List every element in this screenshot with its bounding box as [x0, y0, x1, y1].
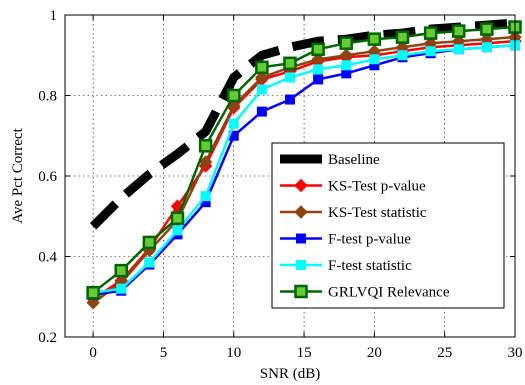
data-point-f-test-statistic [116, 283, 127, 294]
data-point-f-test-p-value [313, 74, 324, 85]
data-point-grlvqi-relevance [452, 24, 466, 38]
data-point-grlvqi-relevance [367, 32, 382, 46]
x-tick-label: 30 [508, 345, 523, 361]
series-line-f-test-statistic [92, 43, 516, 294]
x-tick-label: 10 [226, 345, 241, 361]
series-line-grlvqi-relevance [92, 25, 516, 294]
data-point-f-test-statistic [172, 225, 183, 236]
data-point-f-test-statistic [369, 54, 380, 65]
data-point-ks-test-statistic [255, 70, 269, 85]
series-baseline [89, 18, 516, 230]
data-point-f-test-statistic [481, 42, 492, 53]
data-point-ks-test-p-value [294, 178, 308, 193]
data-point-f-test-statistic [397, 50, 408, 61]
series-line-ks-test-statistic [92, 35, 516, 304]
data-point-grlvqi-relevance [198, 139, 213, 153]
legend-label-grlvqi-relevance: GRLVQI Relevance [328, 285, 450, 301]
legend-label-f-test-statistic: F-test statistic [328, 258, 412, 274]
data-point-ks-test-statistic [86, 296, 100, 310]
legend-box [271, 142, 505, 309]
legend-label-ks-test-p-value: KS-Test p-value [328, 179, 426, 195]
legend-entry-ks-test-statistic: KS-Test statistic [280, 205, 427, 221]
data-point-grlvqi-relevance [395, 30, 410, 44]
data-point-ks-test-statistic [294, 205, 308, 219]
x-tick-label: 0 [89, 345, 97, 361]
legend-entry-baseline: Baseline [280, 152, 380, 168]
y-tick-label: 0.6 [38, 169, 57, 185]
data-point-f-test-statistic [285, 72, 295, 83]
data-point-grlvqi-relevance [339, 36, 353, 50]
data-point-f-test-p-value [256, 106, 267, 117]
data-point-f-test-statistic [313, 64, 324, 75]
x-axis-label: SNR (dB) [260, 366, 320, 382]
data-point-f-test-p-value [296, 233, 306, 244]
legend-entry-grlvqi-relevance: GRLVQI Relevance [280, 285, 450, 301]
data-point-f-test-p-value [285, 94, 295, 105]
data-point-grlvqi-relevance [170, 211, 185, 226]
data-point-grlvqi-relevance [255, 60, 269, 75]
data-point-f-test-statistic [453, 44, 464, 55]
data-point-grlvqi-relevance [423, 26, 438, 40]
axes [64, 14, 516, 338]
data-point-grlvqi-relevance [480, 22, 494, 36]
data-point-f-test-statistic [200, 191, 211, 202]
legend-entry-f-test-p-value: F-test p-value [280, 232, 411, 248]
y-tick-label: 0.2 [38, 330, 57, 346]
y-tick-label: 1 [50, 8, 58, 24]
data-point-f-test-statistic [144, 257, 155, 268]
series-line-ks-test-p-value [92, 39, 516, 300]
data-point-f-test-statistic [228, 118, 239, 129]
data-point-ks-test-statistic [198, 155, 213, 169]
legend-entry-f-test-statistic: F-test statistic [280, 258, 412, 274]
y-tick-label: 0.8 [38, 89, 57, 105]
data-point-grlvqi-relevance [114, 263, 128, 278]
data-point-f-test-statistic [256, 84, 267, 95]
series-line-baseline [89, 18, 516, 230]
data-point-f-test-statistic [296, 260, 306, 270]
x-tick-label: 25 [437, 345, 452, 361]
y-tick-label: 0.4 [38, 250, 57, 266]
data-point-grlvqi-relevance [86, 285, 100, 300]
data-point-grlvqi-relevance [227, 88, 241, 103]
data-point-grlvqi-relevance [142, 235, 157, 250]
data-point-grlvqi-relevance [283, 56, 297, 71]
data-point-grlvqi-relevance [311, 42, 325, 56]
legend-label-baseline: Baseline [328, 152, 380, 168]
data-point-f-test-statistic [425, 46, 436, 57]
y-axis-label: Ave Pct Correct [10, 127, 26, 223]
tick-labels: 0 5 10 15 20 25 30 0.2 0.4 0.6 0.8 1 [38, 8, 522, 361]
legend-entry-ks-test-p-value: KS-Test p-value [280, 179, 426, 195]
data-point-f-test-statistic [341, 60, 352, 71]
legend-label-f-test-p-value: F-test p-value [328, 232, 411, 248]
x-tick-label: 20 [367, 345, 382, 361]
legend-label-ks-test-statistic: KS-Test statistic [328, 205, 427, 221]
x-tick-label: 5 [160, 345, 168, 361]
legend: Baseline KS-Test p-value KS-Test statistic… [271, 142, 505, 309]
x-tick-label: 15 [297, 345, 312, 361]
legend-marker-grlvqi-relevance [294, 284, 308, 299]
